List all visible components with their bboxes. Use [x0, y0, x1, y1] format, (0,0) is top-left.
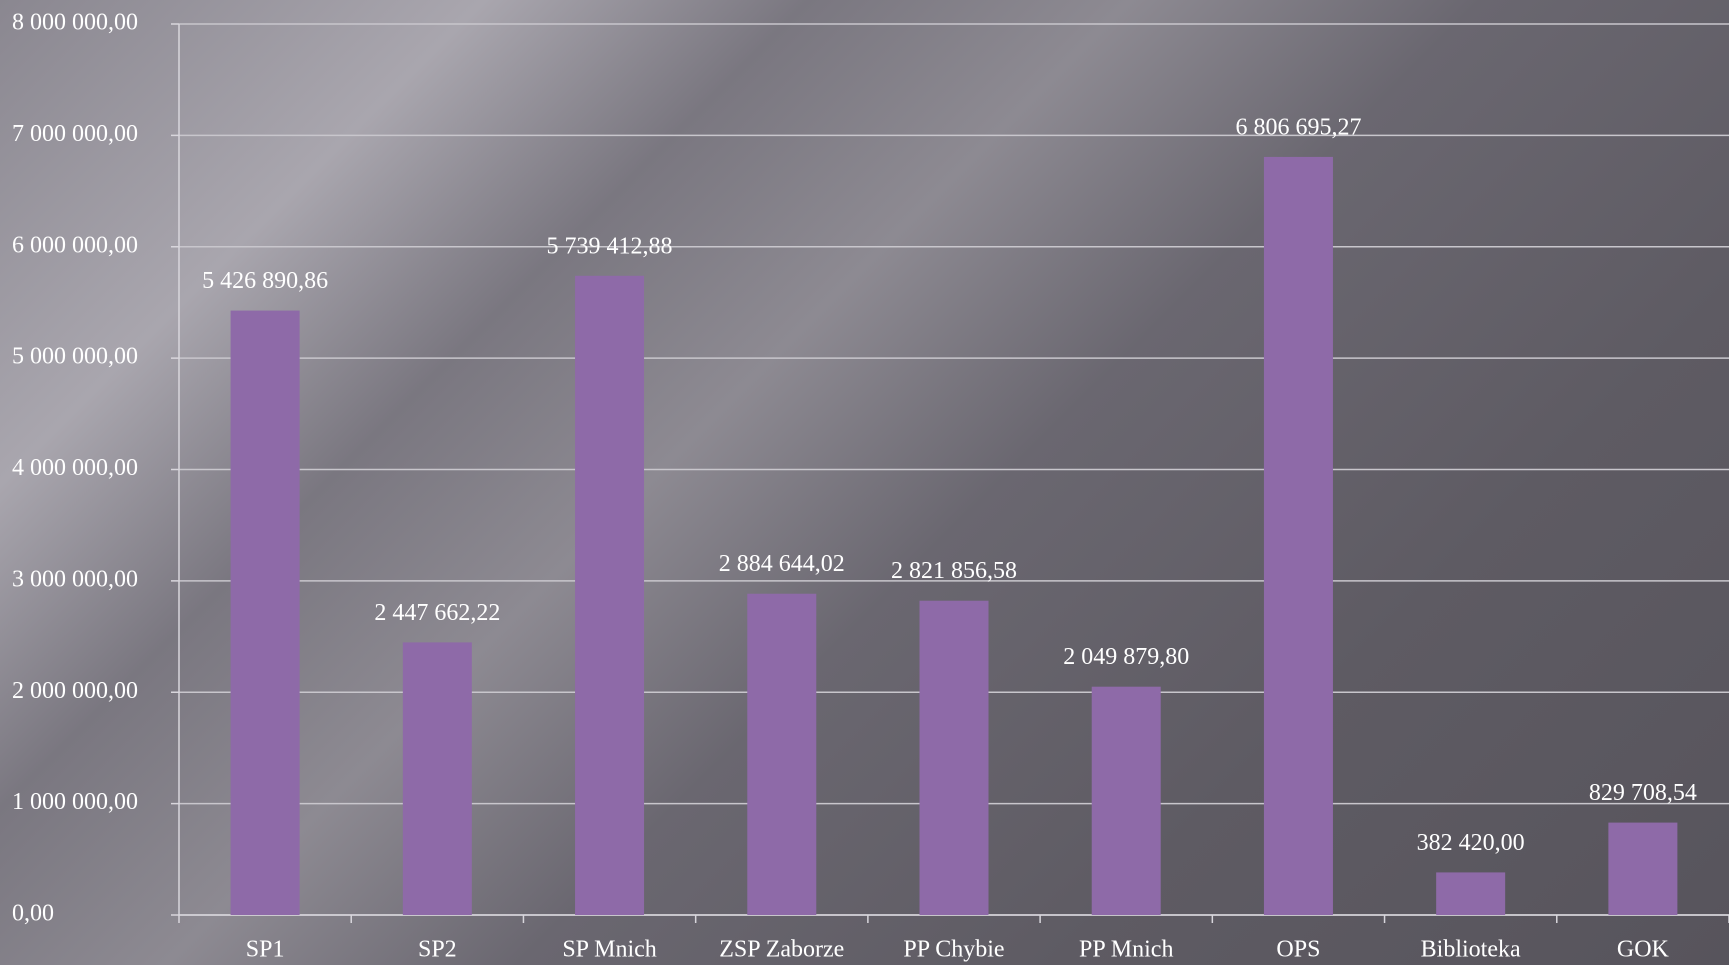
value-label: 5 739 412,88 — [547, 233, 673, 259]
x-tick-label: GOK — [1617, 937, 1670, 963]
x-tick-label: PP Mnich — [1079, 937, 1173, 963]
value-label: 382 420,00 — [1417, 830, 1525, 856]
value-label: 829 708,54 — [1589, 780, 1697, 806]
x-tick-label: SP2 — [418, 937, 457, 963]
y-tick-label: 1 000 000,00 — [12, 789, 138, 815]
value-label: 2 884 644,02 — [719, 551, 845, 577]
bar — [230, 310, 300, 915]
bar — [1436, 872, 1506, 915]
value-label: 6 806 695,27 — [1235, 114, 1361, 140]
x-tick-label: Biblioteka — [1421, 937, 1521, 963]
value-label: 5 426 890,86 — [202, 268, 328, 294]
y-tick-label: 5 000 000,00 — [12, 344, 138, 370]
x-tick-label: PP Chybie — [903, 937, 1004, 963]
bar — [747, 593, 817, 915]
bar — [1263, 156, 1333, 916]
bar — [575, 275, 645, 915]
value-label: 2 821 856,58 — [891, 558, 1017, 584]
x-tick-label: SP1 — [246, 937, 285, 963]
bar — [1608, 822, 1678, 915]
bar — [919, 600, 989, 915]
y-tick-label: 7 000 000,00 — [12, 121, 138, 147]
y-tick-label: 8 000 000,00 — [12, 10, 138, 36]
bar — [1091, 686, 1161, 915]
y-tick-label: 3 000 000,00 — [12, 566, 138, 592]
x-tick-label: ZSP Zaborze — [719, 937, 844, 963]
y-tick-label: 6 000 000,00 — [12, 232, 138, 258]
y-tick-label: 0,00 — [12, 901, 54, 927]
x-tick-label: OPS — [1276, 937, 1320, 963]
value-label: 2 447 662,22 — [374, 600, 500, 626]
y-tick-label: 4 000 000,00 — [12, 455, 138, 481]
bar — [402, 642, 472, 915]
y-tick-label: 2 000 000,00 — [12, 678, 138, 704]
value-label: 2 049 879,80 — [1063, 644, 1189, 670]
x-tick-label: SP Mnich — [562, 937, 656, 963]
